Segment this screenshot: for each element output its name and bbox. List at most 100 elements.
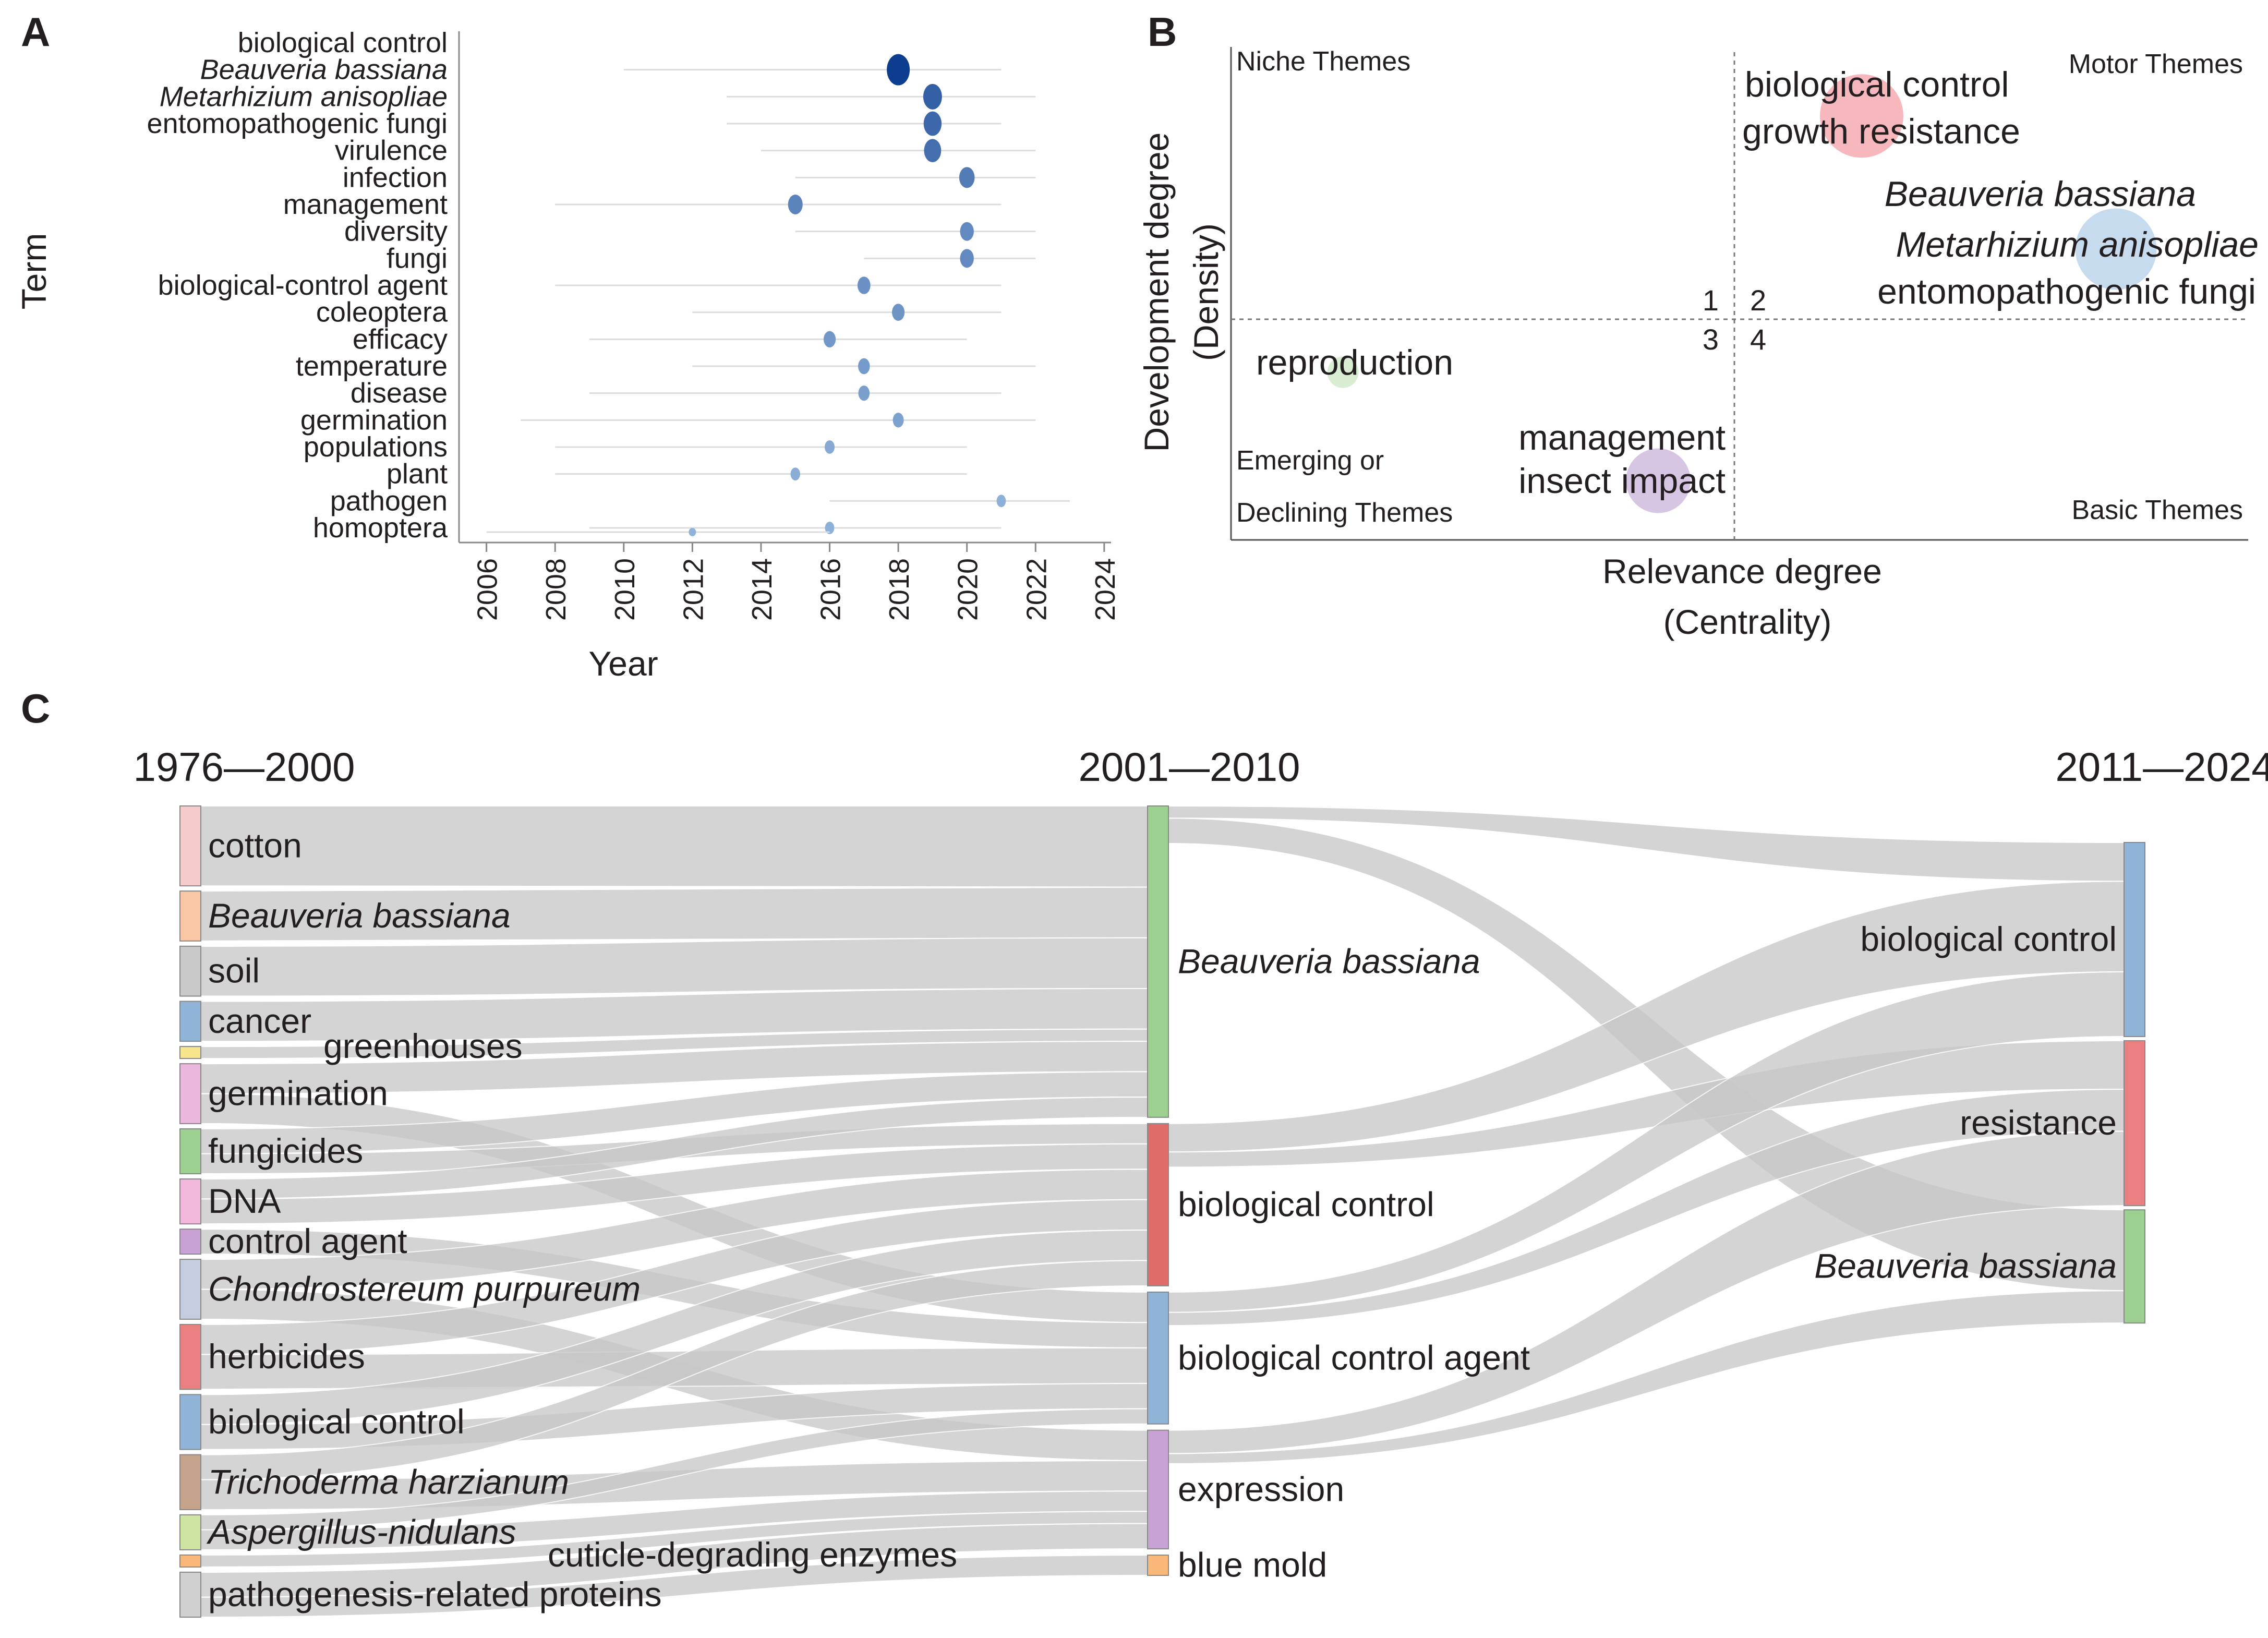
term-label: biological control	[238, 27, 448, 58]
period-label: 1976—2000	[133, 744, 355, 790]
sankey-node-label: Chondrostereum purpureum	[208, 1269, 641, 1308]
sankey-node-label: Beauveria bassiana	[1178, 942, 1480, 980]
quadrant-title-basic: Basic Themes	[2071, 495, 2243, 525]
sankey-node-label: cuticle-degrading enzymes	[548, 1535, 957, 1574]
sankey-node	[2124, 1209, 2145, 1324]
x-tick-label: 2020	[952, 558, 984, 621]
term-point	[689, 528, 696, 536]
sankey-node	[179, 1228, 201, 1255]
cluster-label: Metarhizium anisopliae	[1896, 225, 2259, 264]
sankey-node	[179, 1394, 201, 1450]
term-point	[923, 83, 942, 110]
sankey-node	[1147, 1555, 1169, 1576]
term-label: homoptera	[313, 512, 448, 544]
y-axis-title: Term	[15, 233, 53, 310]
panel-c-sankey: 1976—2000 2001—2010 2011—2024 cotton Beauver…	[133, 744, 2268, 1618]
cluster-label: reproduction	[1256, 343, 1453, 382]
cluster-bubble	[1820, 74, 1903, 158]
sankey-links	[200, 805, 2125, 1618]
sankey-node-label: Beauveria bassiana	[1814, 1247, 2117, 1285]
sankey-node-label: biological control	[208, 1402, 465, 1441]
sankey-node	[1147, 1123, 1169, 1286]
term-point	[959, 167, 975, 188]
term-point	[825, 440, 835, 454]
term-point	[892, 304, 905, 321]
sankey-node	[1147, 805, 1169, 1118]
x-tick-label: 2022	[1021, 558, 1052, 621]
term-point	[858, 358, 870, 375]
sankey-node-label: germination	[208, 1074, 388, 1113]
sankey-node-label: biological control	[1860, 920, 2117, 958]
sankey-node	[2124, 1040, 2145, 1207]
cluster-bubble	[1626, 448, 1691, 513]
term-point	[825, 522, 835, 534]
sankey-node-label: cotton	[208, 826, 302, 865]
term-label: Beauveria bassiana	[200, 54, 448, 86]
term-point	[924, 139, 942, 162]
cluster-label: Beauveria bassiana	[1885, 174, 2196, 214]
panel-a-term-timeline: 2006 2008 2010 2012 2014 2016 2018 2020 2022 2024…	[15, 27, 1121, 683]
cluster-bubble	[2075, 208, 2157, 290]
sankey-node-label: soil	[208, 952, 260, 990]
x-tick-label: 2010	[609, 558, 641, 621]
sankey-node	[179, 1259, 201, 1320]
y-axis-title: Development degree	[1137, 133, 1176, 452]
term-point	[960, 249, 974, 268]
x-tick-label: 2018	[884, 558, 915, 621]
period-label: 2001—2010	[1078, 744, 1300, 790]
sankey-node	[179, 1063, 201, 1124]
sankey-node-label: herbicides	[208, 1337, 365, 1376]
term-point	[857, 276, 871, 294]
x-tick-label: 2008	[540, 558, 572, 621]
sankey-node	[2124, 842, 2145, 1037]
x-tick-label: 2012	[678, 558, 709, 621]
sankey-node-label: cancer	[208, 1002, 311, 1040]
term-label: fungi	[387, 243, 448, 274]
quadrant-number: 1	[1703, 284, 1719, 317]
quadrant-number: 3	[1703, 323, 1719, 356]
term-label: populations	[304, 431, 448, 463]
panel-letter-b: B	[1148, 9, 1177, 55]
term-point	[858, 386, 870, 401]
x-axis-title: Relevance degree	[1602, 552, 1882, 591]
term-label: disease	[351, 378, 448, 409]
panel-b-thematic-map: Niche Themes Motor Themes Emerging or Decli…	[1137, 46, 2259, 641]
sankey-node-label: biological control	[1178, 1185, 1434, 1223]
sankey-node-label: biological control agent	[1178, 1338, 1530, 1377]
sankey-node-label: expression	[1178, 1470, 1344, 1508]
quadrant-number: 4	[1750, 323, 1766, 356]
term-label: diversity	[344, 216, 448, 247]
sankey-node-label: greenhouses	[323, 1027, 523, 1065]
term-label: pathogen	[330, 485, 448, 516]
quadrant-title-declining: Declining Themes	[1236, 498, 1453, 528]
sankey-node	[179, 945, 201, 997]
term-point	[788, 195, 803, 214]
term-label: infection	[343, 162, 448, 193]
term-label: efficacy	[353, 323, 448, 355]
sankey-node	[179, 1454, 201, 1510]
sankey-nodes: cotton Beauveria bassiana soil cancer greenh…	[179, 805, 2145, 1618]
x-tick-label: 2014	[746, 558, 778, 621]
term-label: management	[283, 189, 448, 220]
quadrant-title-emerging: Emerging or	[1236, 445, 1384, 476]
cluster-label: growth resistance	[1742, 112, 2020, 151]
panel-letter-a: A	[21, 9, 50, 55]
sankey-node	[179, 1323, 201, 1390]
quadrant-title-motor: Motor Themes	[2069, 49, 2243, 79]
cluster-label: management	[1518, 418, 1726, 457]
cluster-label: insect impact	[1518, 461, 1726, 501]
x-axis-title: Year	[588, 644, 658, 683]
x-axis-subtitle: (Centrality)	[1663, 603, 1832, 641]
y-axis-subtitle: (Density)	[1187, 223, 1225, 361]
term-point	[823, 331, 836, 348]
x-tick-label: 2006	[472, 558, 503, 621]
sankey-node-label: Beauveria bassiana	[208, 896, 511, 935]
sankey-node-label: Aspergillus-nidulans	[206, 1512, 516, 1551]
sankey-node	[179, 1001, 201, 1042]
sankey-node-label: DNA	[208, 1182, 281, 1220]
term-label: coleoptera	[316, 297, 448, 328]
quadrant-number: 2	[1750, 284, 1766, 317]
cluster-label: entomopathogenic fungi	[1877, 272, 2256, 311]
sankey-node-label: control agent	[208, 1222, 407, 1260]
